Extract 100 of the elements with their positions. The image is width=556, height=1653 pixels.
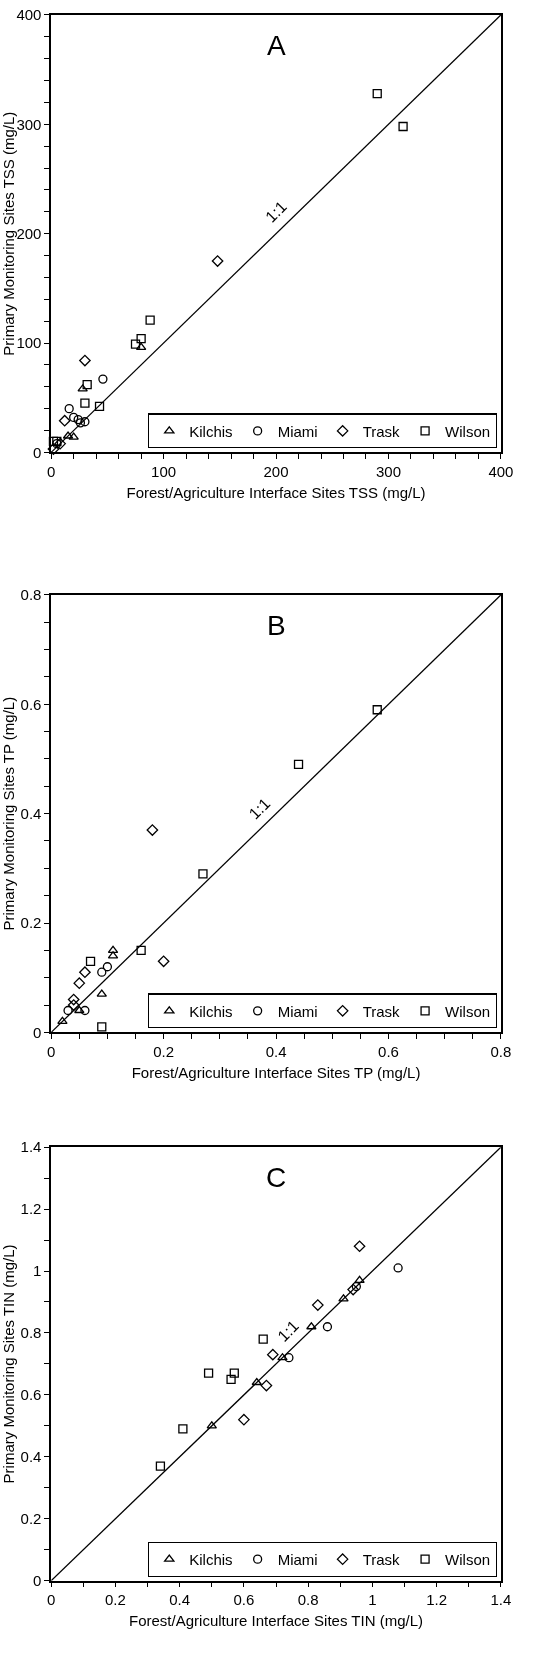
point <box>69 412 79 423</box>
point <box>136 945 146 955</box>
point <box>293 759 304 770</box>
y-axis-title: Primary Monitoring Sites TP (mg/L) <box>0 696 17 931</box>
point <box>322 1322 333 1332</box>
point <box>260 1379 273 1392</box>
point <box>63 1005 73 1016</box>
point <box>79 966 91 979</box>
y-tick-label: 0.4 <box>20 1448 42 1466</box>
legend-label: Miami <box>277 1551 318 1569</box>
point <box>80 398 90 408</box>
x-tick-label: 0 <box>47 1043 56 1061</box>
y-tick-label: 300 <box>16 115 42 133</box>
point <box>347 1283 359 1296</box>
y-tick-label: 0.6 <box>20 695 42 713</box>
legend-label: Miami <box>277 422 318 440</box>
point <box>306 1322 317 1330</box>
point <box>98 374 108 384</box>
point <box>398 121 408 132</box>
x-tick-label: 0 <box>47 463 56 481</box>
point <box>145 315 155 325</box>
annotation: 1:1 <box>262 197 290 226</box>
point <box>353 1240 366 1253</box>
y-tick-label: 0.8 <box>20 586 42 604</box>
legend-label: Wilson <box>445 1002 491 1020</box>
point <box>211 255 224 267</box>
legend-label: Trask <box>362 1551 401 1569</box>
point <box>238 1413 250 1426</box>
x-tick-label: 0.2 <box>153 1043 175 1061</box>
point <box>372 89 382 99</box>
x-tick-label: 1.2 <box>426 1591 448 1609</box>
y-tick-label: 0.2 <box>20 1509 42 1527</box>
point <box>74 1005 85 1014</box>
point <box>277 1353 288 1361</box>
point <box>77 384 88 392</box>
point <box>68 432 79 440</box>
x-tick-label: 0 <box>47 1591 56 1609</box>
y-axis-title: Primary Monitoring Sites TIN (mg/L) <box>0 1244 17 1484</box>
x-tick-label: 0.4 <box>265 1043 287 1061</box>
point <box>64 404 74 414</box>
point <box>198 869 208 879</box>
x-axis-title: Forest/Agriculture Interface Sites TP (mg/L) <box>131 1063 421 1081</box>
point <box>58 414 71 427</box>
point <box>311 1299 324 1311</box>
x-tick-label: 200 <box>263 463 289 481</box>
point <box>146 824 159 836</box>
point <box>67 999 80 1011</box>
point <box>354 1275 365 1283</box>
y-tick-label: 0 <box>33 1023 42 1041</box>
point <box>136 334 146 344</box>
legend-label: Wilson <box>445 1551 491 1569</box>
legend-label: Kilchis <box>189 1551 233 1569</box>
point <box>97 967 107 977</box>
point <box>54 437 67 450</box>
x-tick-label: 100 <box>151 463 177 481</box>
point <box>80 1005 90 1016</box>
point <box>251 1377 263 1386</box>
point <box>80 417 90 427</box>
legend-label: Trask <box>362 422 401 440</box>
point <box>229 1368 239 1378</box>
y-tick-label: 1 <box>33 1262 42 1280</box>
x-axis-title: Forest/Agriculture Interface Sites TSS (mg/L) <box>126 483 426 501</box>
point <box>73 414 83 425</box>
point <box>178 1424 188 1434</box>
legend-label: Trask <box>362 1002 401 1020</box>
x-tick-label: 0.4 <box>169 1591 191 1609</box>
x-tick-label: 0.8 <box>297 1591 319 1609</box>
point <box>351 1281 361 1292</box>
point <box>57 1016 68 1025</box>
point <box>135 342 147 351</box>
annotation: 1:1 <box>245 794 274 823</box>
point <box>372 705 382 715</box>
point <box>94 401 105 412</box>
y-tick-label: 200 <box>16 224 42 242</box>
point <box>258 1334 268 1344</box>
point <box>266 1348 279 1361</box>
point <box>82 379 92 390</box>
point <box>67 993 80 1006</box>
point <box>79 354 91 367</box>
text: C <box>266 1162 287 1193</box>
legend-label: Kilchis <box>189 422 233 440</box>
x-tick-label: 300 <box>375 463 401 481</box>
annotation: 1:1 <box>274 1317 303 1345</box>
point <box>130 339 141 349</box>
x-axis-title: Forest/Agriculture Interface Sites TIN (mg/L) <box>129 1611 424 1629</box>
text: B <box>267 610 286 641</box>
x-tick-label: 1.4 <box>490 1591 512 1609</box>
point <box>85 956 96 966</box>
y-tick-label: 1.4 <box>20 1138 42 1156</box>
point <box>338 1294 349 1302</box>
point <box>226 1374 236 1385</box>
point <box>157 955 170 968</box>
point <box>203 1368 214 1378</box>
legend-label: Kilchis <box>189 1002 233 1020</box>
y-tick-label: 0 <box>33 1571 42 1589</box>
legend-label: Wilson <box>445 422 491 440</box>
y-tick-label: 0.4 <box>20 804 42 822</box>
y-axis-title: Primary Monitoring Sites TSS (mg/L) <box>0 111 17 356</box>
y-tick-label: 0 <box>33 443 42 461</box>
point <box>75 418 86 428</box>
